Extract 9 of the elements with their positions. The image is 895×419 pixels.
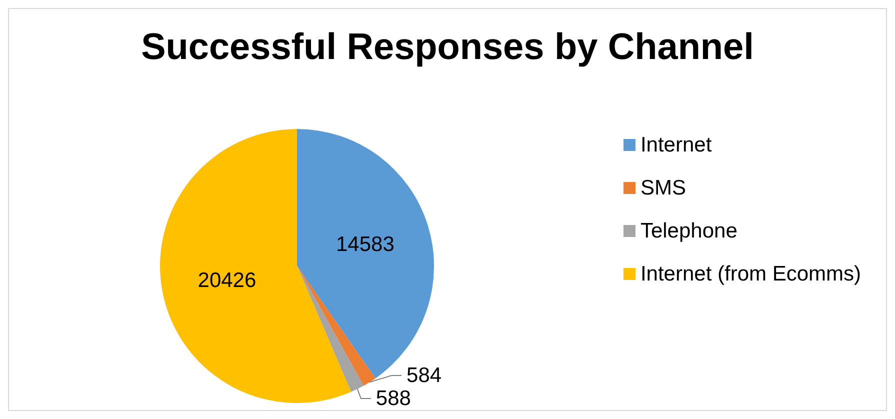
- data-label: 588: [376, 387, 411, 410]
- data-label: 20426: [198, 268, 256, 292]
- legend-label: Telephone: [640, 220, 738, 242]
- legend-label: SMS: [640, 176, 686, 200]
- legend-label: Internet (from Ecomms): [640, 262, 862, 286]
- legend-label: Internet: [640, 134, 712, 156]
- data-label: 14583: [336, 233, 394, 256]
- chart-title: Successful Responses by Channel: [141, 26, 754, 67]
- data-label: 584: [406, 364, 442, 387]
